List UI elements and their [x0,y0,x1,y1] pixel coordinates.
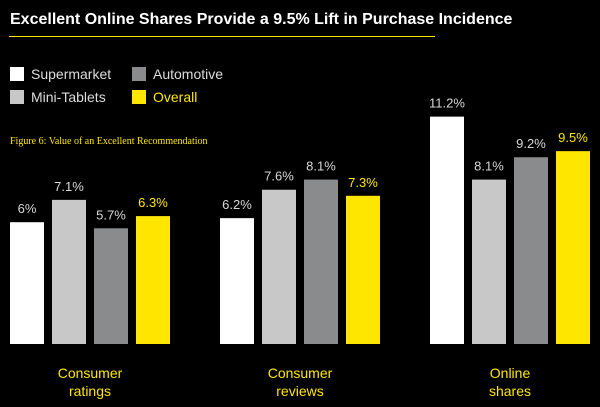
data-label-overall-1: 7.3% [348,175,378,190]
data-label-overall-0: 6.3% [138,195,168,210]
title-underline [9,36,435,37]
bar-mini-tablets-2 [472,179,506,344]
data-label-automotive-1: 8.1% [306,159,336,174]
data-label-supermarket-1: 6.2% [222,197,252,212]
bar-overall-1 [346,195,380,344]
bar-overall-0 [136,216,170,344]
legend-swatch-overall [132,90,146,104]
legend-swatch-automotive [132,67,146,81]
bar-supermarket-1 [220,218,254,344]
data-label-mini-tablets-2: 8.1% [474,159,504,174]
bar-mini-tablets-1 [262,189,296,344]
category-label-2: Online shares [489,365,531,399]
data-label-overall-2: 9.5% [558,130,588,145]
legend-swatch-supermarket [10,67,24,81]
data-label-mini-tablets-0: 7.1% [54,179,84,194]
legend-item-supermarket: Supermarket [10,66,111,82]
data-label-supermarket-2: 11.2% [429,96,465,111]
category-label-1: Consumer reviews [268,365,333,399]
legend-label-mini-tablets: Mini-Tablets [31,89,106,105]
legend-item-automotive: Automotive [132,66,223,82]
legend-item-overall: Overall [132,89,197,105]
legend-label-automotive: Automotive [153,66,224,82]
bar-overall-2 [556,151,590,344]
bar-mini-tablets-0 [52,199,86,344]
legend-item-mini-tablets: Mini-Tablets [10,89,106,105]
legend-label-supermarket: Supermarket [31,66,112,82]
data-label-supermarket-0: 6% [18,201,37,216]
category-label-0: Consumer ratings [58,365,123,399]
chart-title: Excellent Online Shares Provide a 9.5% L… [10,11,513,28]
data-label-automotive-2: 9.2% [516,136,546,151]
bar-automotive-2 [514,157,548,344]
data-label-mini-tablets-1: 7.6% [264,169,294,184]
bar-automotive-1 [304,179,338,344]
data-label-automotive-0: 5.7% [96,207,126,222]
figure-caption: Figure 6: Value of an Excellent Recommen… [10,136,208,147]
bar-supermarket-2 [430,116,464,344]
bar-automotive-0 [94,228,128,344]
legend-label-overall: Overall [153,89,198,105]
bar-supermarket-0 [10,222,44,344]
legend-swatch-mini-tablets [10,90,24,104]
